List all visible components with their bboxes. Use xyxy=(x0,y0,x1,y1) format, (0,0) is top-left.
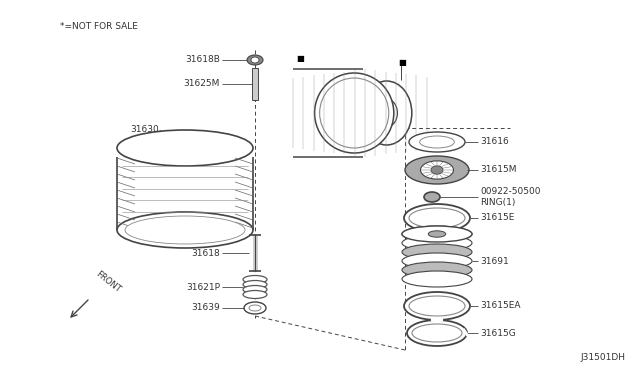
Text: FRONT: FRONT xyxy=(94,269,122,294)
Text: 31625M: 31625M xyxy=(184,80,220,89)
Ellipse shape xyxy=(428,231,445,237)
Text: 00922-50500
RING(1): 00922-50500 RING(1) xyxy=(480,187,541,207)
Text: J31501DH: J31501DH xyxy=(580,353,625,362)
Ellipse shape xyxy=(333,91,376,135)
Ellipse shape xyxy=(405,156,469,184)
FancyBboxPatch shape xyxy=(252,68,258,100)
Ellipse shape xyxy=(402,262,472,278)
Text: ■: ■ xyxy=(399,58,406,67)
Text: 31639: 31639 xyxy=(191,304,220,312)
Text: ■: ■ xyxy=(296,54,304,62)
Ellipse shape xyxy=(424,192,440,202)
Ellipse shape xyxy=(243,291,267,298)
Ellipse shape xyxy=(249,305,261,311)
Ellipse shape xyxy=(404,292,470,320)
Text: 31621P: 31621P xyxy=(186,282,220,292)
Ellipse shape xyxy=(247,55,263,65)
Ellipse shape xyxy=(402,226,472,242)
Ellipse shape xyxy=(431,166,443,174)
Text: 31615EA: 31615EA xyxy=(480,301,520,311)
Text: 31618B: 31618B xyxy=(185,55,220,64)
Ellipse shape xyxy=(243,276,267,283)
Text: 31616: 31616 xyxy=(480,138,509,147)
Ellipse shape xyxy=(117,212,253,248)
Ellipse shape xyxy=(315,73,394,153)
Ellipse shape xyxy=(251,57,259,63)
Ellipse shape xyxy=(319,78,388,148)
Ellipse shape xyxy=(244,302,266,314)
Ellipse shape xyxy=(376,99,397,127)
Ellipse shape xyxy=(402,226,472,242)
Text: 31691: 31691 xyxy=(480,257,509,266)
Ellipse shape xyxy=(412,324,462,342)
Ellipse shape xyxy=(117,130,253,166)
Ellipse shape xyxy=(125,216,245,244)
Ellipse shape xyxy=(409,132,465,152)
Ellipse shape xyxy=(402,271,472,287)
Text: *=NOT FOR SALE: *=NOT FOR SALE xyxy=(60,22,138,31)
Text: 31630: 31630 xyxy=(130,125,159,135)
Ellipse shape xyxy=(402,244,472,260)
Text: 31618: 31618 xyxy=(191,248,220,257)
Ellipse shape xyxy=(243,285,267,294)
Text: 31615G: 31615G xyxy=(480,328,516,337)
Ellipse shape xyxy=(407,320,467,346)
Ellipse shape xyxy=(243,280,267,289)
Text: 31615M: 31615M xyxy=(480,166,516,174)
Text: 31615E: 31615E xyxy=(480,214,515,222)
Ellipse shape xyxy=(409,296,465,316)
Ellipse shape xyxy=(420,161,454,179)
Ellipse shape xyxy=(409,208,465,228)
Ellipse shape xyxy=(420,136,454,148)
Ellipse shape xyxy=(404,204,470,232)
Ellipse shape xyxy=(362,81,412,145)
Ellipse shape xyxy=(402,235,472,251)
Ellipse shape xyxy=(402,253,472,269)
